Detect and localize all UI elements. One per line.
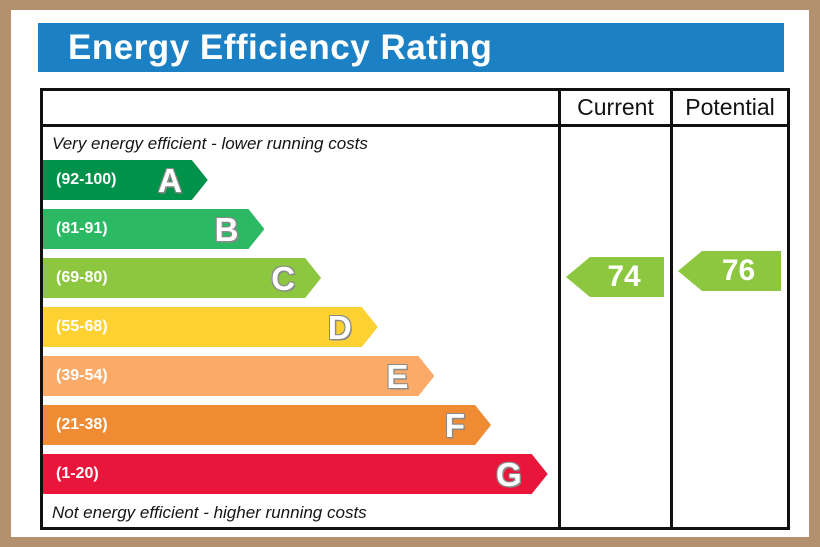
top-note: Very energy efficient - lower running co…: [52, 134, 368, 153]
band-c-range: (69-80): [56, 269, 108, 286]
current-score-column: 74: [558, 127, 670, 527]
band-d-letter: D: [327, 308, 352, 346]
band-g-letter: G: [496, 455, 522, 493]
bands-column: Very energy efficient - lower running co…: [43, 127, 558, 527]
potential-score-arrow: 76: [678, 251, 781, 291]
current-column-header: Current: [558, 91, 670, 127]
band-b-letter: B: [214, 210, 239, 248]
page-title: Energy Efficiency Rating: [68, 28, 493, 67]
rating-band-e: (39-54) E: [43, 356, 434, 396]
rating-band-f: (21-38) F: [43, 405, 491, 445]
chart-frame: Energy Efficiency Rating Current Potenti…: [11, 10, 809, 537]
potential-score-value: 76: [721, 254, 756, 287]
band-g-range: (1-20): [56, 465, 99, 482]
band-a-letter: A: [157, 161, 182, 199]
rating-band-b: (81-91) B: [43, 209, 264, 249]
band-e-letter: E: [386, 357, 409, 395]
current-score-value: 74: [607, 260, 641, 293]
potential-score-column: 76: [670, 127, 787, 527]
band-f-range: (21-38): [56, 416, 108, 433]
rating-table: Current Potential Very energy efficient …: [40, 88, 790, 530]
band-d-range: (55-68): [56, 318, 108, 335]
rating-band-c: (69-80) C: [43, 258, 321, 298]
rating-band-d: (55-68) D: [43, 307, 378, 347]
chart-title-bar: Energy Efficiency Rating: [38, 23, 784, 72]
band-c-letter: C: [271, 259, 296, 297]
current-score-arrow: 74: [566, 257, 664, 297]
header-spacer-cell: [43, 91, 558, 127]
band-f-letter: F: [444, 406, 466, 444]
band-e-range: (39-54): [56, 367, 108, 384]
potential-column-header: Potential: [670, 91, 787, 127]
rating-band-a: (92-100) A: [43, 160, 208, 200]
band-a-range: (92-100): [56, 171, 117, 188]
band-b-range: (81-91): [56, 220, 108, 237]
bottom-note: Not energy efficient - higher running co…: [52, 503, 367, 522]
rating-band-g: (1-20) G: [43, 454, 548, 494]
